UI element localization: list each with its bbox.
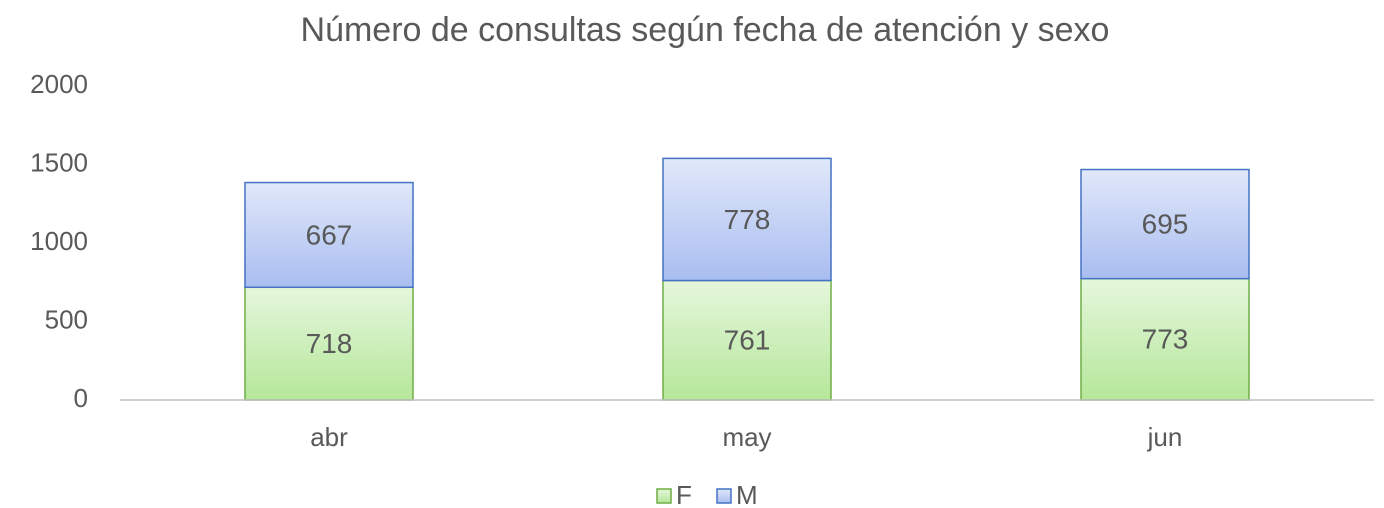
legend-swatch — [656, 488, 672, 504]
data-label: 667 — [306, 219, 353, 250]
x-tick-label: abr — [310, 422, 348, 452]
bar-segment — [244, 286, 414, 401]
data-label: 761 — [724, 325, 771, 356]
data-label: 778 — [724, 204, 771, 235]
data-label: 773 — [1142, 324, 1189, 355]
bar-segment — [662, 157, 832, 282]
y-tick-label: 1000 — [30, 226, 88, 256]
y-tick-label: 0 — [74, 383, 88, 413]
data-label: 718 — [306, 328, 353, 359]
data-label: 695 — [1142, 208, 1189, 239]
y-tick-label: 1500 — [30, 147, 88, 177]
legend-swatch — [716, 488, 732, 504]
legend-label: F — [676, 480, 692, 508]
legend-label: M — [736, 480, 758, 508]
x-tick-label: may — [722, 422, 771, 452]
bar-segment — [244, 181, 414, 289]
bar-segment — [1080, 168, 1250, 280]
chart-title: Número de consultas según fecha de atenc… — [301, 11, 1110, 49]
bar-segment — [1080, 277, 1250, 401]
y-tick-label: 500 — [45, 304, 88, 334]
y-tick-label: 2000 — [30, 69, 88, 99]
x-tick-label: jun — [1147, 422, 1183, 452]
